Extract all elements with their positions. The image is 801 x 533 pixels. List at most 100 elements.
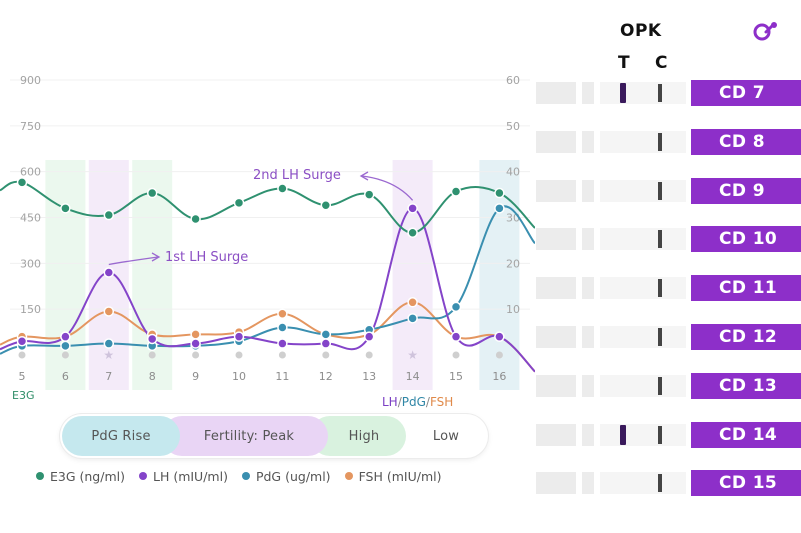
opk-strip-gap — [594, 326, 600, 348]
legend-pdg-dot — [241, 472, 250, 480]
x-tick-label: 11 — [275, 370, 289, 383]
data-point-lh — [190, 338, 201, 349]
opk-strip-gap — [594, 472, 600, 495]
data-point-e3g — [363, 189, 375, 200]
opk-strip-gap — [594, 423, 600, 446]
y-right-tick-label: 40 — [506, 166, 520, 179]
opk-control-line — [658, 328, 662, 346]
x-tick-label: 10 — [232, 370, 246, 383]
opk-strip-gap — [594, 374, 600, 397]
data-point-fsh — [407, 297, 418, 308]
annotation-arrowhead — [359, 171, 369, 181]
opk-test-line — [620, 83, 626, 103]
annotation-2nd-lh-surge: 2nd LH Surge — [253, 168, 341, 183]
opk-cycle-day-label: CD 8 — [686, 128, 801, 155]
opk-test-line-label: T — [618, 53, 630, 73]
data-point-lh — [450, 331, 462, 342]
x-tick-label: 8 — [149, 370, 156, 383]
data-point-lh — [494, 331, 505, 342]
hormone-chart-panel: 900 750 600 450 300 150 60 50 40 30 20 10 ★ ★ 5 6 7 8 9… — [0, 74, 535, 485]
opk-strip-window — [596, 374, 686, 397]
x-tick-label: 5 — [19, 370, 26, 383]
phase-fertility-peak: Fertility: Peak — [162, 416, 328, 456]
opk-strip: CD 11 — [536, 275, 801, 302]
data-point-lh — [16, 336, 28, 347]
y-right-tick-label: 60 — [506, 74, 520, 87]
opk-cycle-day-label: CD 10 — [686, 226, 801, 253]
x-dot-marker — [192, 351, 200, 359]
opk-strip-gap — [576, 423, 582, 446]
opk-strip-window — [596, 130, 686, 153]
y-right-tick-label: 10 — [506, 303, 520, 316]
x-tick-label: 9 — [192, 370, 199, 383]
left-axis-label: E3G — [12, 389, 35, 402]
x-dot-marker — [495, 351, 503, 359]
opk-cycle-day-label: CD 12 — [686, 324, 801, 350]
data-point-e3g — [60, 203, 71, 214]
right-axis-pdg: PdG — [401, 395, 426, 409]
x-dot-marker — [365, 351, 373, 359]
opk-strip-window — [596, 326, 686, 348]
opk-control-line — [658, 425, 662, 444]
x-dot-marker — [148, 351, 156, 359]
opk-strip: CD 9 — [536, 177, 801, 204]
opk-control-line — [658, 230, 662, 249]
data-point-e3g — [494, 187, 505, 199]
opk-strip-window — [596, 423, 686, 446]
series-line-e3g — [0, 180, 535, 234]
x-tick-label: 13 — [362, 370, 376, 383]
right-axis-fsh: FSH — [429, 395, 454, 409]
opk-strip-gap — [594, 130, 600, 153]
data-point-pdg — [407, 313, 418, 324]
right-axis-lh: LH — [382, 395, 398, 409]
legend-e3g-label: E3G (ng/ml) — [50, 468, 125, 484]
opk-strip-gap — [594, 179, 600, 202]
x-tick-label: 6 — [62, 370, 69, 383]
data-point-pdg — [494, 203, 505, 214]
x-tick-label: 12 — [319, 370, 333, 383]
data-point-lh — [103, 267, 115, 278]
opk-control-line — [658, 474, 662, 493]
data-point-e3g — [146, 187, 158, 199]
data-point-e3g — [190, 213, 201, 225]
opk-cycle-day-label: CD 11 — [686, 275, 801, 302]
opk-control-line — [658, 279, 662, 298]
data-point-e3g — [277, 183, 288, 194]
x-tick-label: 14 — [406, 370, 420, 383]
data-point-lh — [277, 338, 288, 349]
legend-fsh-dot — [344, 472, 353, 480]
data-point-lh — [60, 331, 71, 342]
x-dot-marker — [18, 351, 26, 359]
opk-strip-window — [596, 82, 686, 104]
opk-strip-window — [596, 228, 686, 251]
data-point-e3g — [407, 227, 418, 239]
right-axis-sep: / — [397, 395, 402, 409]
opk-strip-gap — [594, 277, 600, 300]
annotation-arrow — [108, 256, 159, 266]
data-point-pdg — [450, 301, 462, 313]
opk-strip-gap — [576, 277, 582, 300]
x-dot-marker — [452, 351, 460, 359]
opk-strip: CD 15 — [536, 470, 801, 497]
opk-strip-gap — [594, 82, 600, 104]
annotation-arrowhead — [151, 252, 161, 262]
x-tick-label: 7 — [105, 370, 112, 383]
opk-strip-gap — [576, 472, 582, 495]
data-point-e3g — [233, 197, 245, 209]
data-point-pdg — [277, 322, 288, 333]
legend-fsh: FSH (mIU/ml) — [344, 467, 441, 485]
opk-strip-gap — [576, 228, 582, 251]
data-point-fsh — [103, 306, 115, 317]
hormone-chart: 900 750 600 450 300 150 60 50 40 30 20 10 ★ ★ 5 6 7 8 9… — [0, 74, 535, 390]
opk-strip-gap — [576, 179, 582, 202]
opk-test-line — [620, 424, 626, 445]
legend-lh-label: LH (mIU/ml) — [152, 468, 228, 484]
opk-strip-window — [596, 277, 686, 300]
data-point-e3g — [103, 209, 115, 221]
opk-strip-gap — [576, 326, 582, 348]
opk-strip-window — [596, 472, 686, 495]
data-point-e3g — [16, 177, 28, 188]
legend-lh: LH (mIU/ml) — [138, 467, 228, 485]
right-axis-sep-2: / — [425, 395, 430, 409]
y-left-tick-label: 300 — [20, 257, 41, 270]
